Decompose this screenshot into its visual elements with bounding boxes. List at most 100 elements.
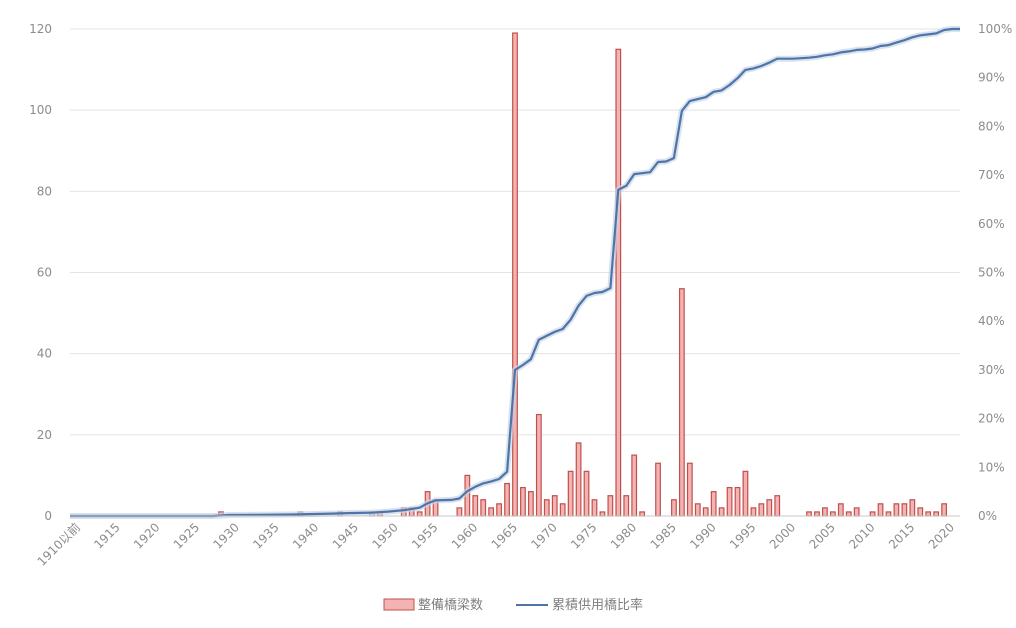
bar xyxy=(512,32,518,517)
bar xyxy=(655,462,661,517)
bar xyxy=(933,511,940,517)
x-tick-label: 1950 xyxy=(369,520,400,551)
bar xyxy=(671,499,677,517)
x-tick-label: 1925 xyxy=(171,520,202,551)
x-tick-label: 2005 xyxy=(806,520,837,551)
bar xyxy=(527,491,534,517)
y-right-tick-label: 40% xyxy=(978,314,1005,328)
x-tick-label: 1915 xyxy=(91,520,122,551)
bar xyxy=(837,503,844,517)
legend-bar-label: 整備橋梁数 xyxy=(418,597,483,613)
bar xyxy=(718,507,725,517)
x-tick-label: 1945 xyxy=(330,520,361,551)
y-left-tick-label: 20 xyxy=(37,428,52,442)
x-tick-label: 1940 xyxy=(290,520,321,551)
bar xyxy=(869,511,876,517)
bar-series xyxy=(218,32,948,517)
y-left-tick-label: 100 xyxy=(29,103,52,117)
bar xyxy=(678,288,685,517)
bar xyxy=(742,470,749,517)
bar xyxy=(520,486,526,517)
bar xyxy=(726,486,733,517)
bar xyxy=(686,462,693,517)
x-tick-label: 1920 xyxy=(131,520,162,551)
bar xyxy=(774,495,781,517)
bar xyxy=(599,511,606,517)
y-right-tick-label: 0% xyxy=(978,509,997,523)
bar xyxy=(702,507,709,517)
legend-bar-swatch xyxy=(383,598,415,611)
y-right-tick-label: 50% xyxy=(978,266,1005,280)
bar xyxy=(750,507,757,517)
bar xyxy=(535,413,542,517)
bar xyxy=(607,495,614,517)
bar xyxy=(488,507,495,517)
y-right-tick-label: 10% xyxy=(978,460,1005,474)
bar xyxy=(472,495,479,517)
x-tick-label: 1910以前 xyxy=(34,520,83,569)
y-left-tick-label: 80 xyxy=(37,184,52,198)
bar xyxy=(567,470,574,517)
x-tick-label: 1995 xyxy=(727,520,758,551)
y-right-tick-label: 100% xyxy=(978,22,1012,36)
bar xyxy=(575,442,582,517)
cumulative-line xyxy=(70,27,960,518)
bar xyxy=(925,511,932,517)
x-tick-label: 2015 xyxy=(886,520,917,551)
bar xyxy=(591,499,598,517)
bar xyxy=(623,495,630,517)
bar xyxy=(766,499,773,517)
bar xyxy=(583,470,590,517)
x-tick-label: 1935 xyxy=(250,520,281,551)
x-tick-label: 1970 xyxy=(528,520,559,551)
bar xyxy=(893,503,900,517)
y-left-tick-label: 40 xyxy=(37,347,52,361)
y-right-tick-label: 60% xyxy=(978,217,1005,231)
bar xyxy=(909,499,916,517)
bar xyxy=(694,503,701,517)
x-tick-label: 1980 xyxy=(608,520,639,551)
y-left-tick-label: 60 xyxy=(37,266,52,280)
bar xyxy=(480,499,487,517)
bar xyxy=(496,503,503,517)
bar xyxy=(615,48,622,517)
bar xyxy=(639,511,646,517)
legend-line-label: 累積供用橋比率 xyxy=(552,597,643,613)
y-left-tick-label: 0 xyxy=(44,509,52,523)
y-right-tick-label: 20% xyxy=(978,412,1005,426)
x-tick-label: 1930 xyxy=(210,520,241,551)
x-tick-label: 2010 xyxy=(846,520,877,551)
x-tick-label: 1955 xyxy=(409,520,440,551)
bar xyxy=(710,491,717,517)
bar xyxy=(845,511,852,517)
bar xyxy=(456,507,463,517)
y-right-tick-label: 90% xyxy=(978,71,1005,85)
bar xyxy=(551,495,558,517)
x-tick-label: 1990 xyxy=(687,520,718,551)
bar xyxy=(853,507,860,517)
x-tick-label: 1985 xyxy=(648,520,679,551)
bar xyxy=(941,503,948,517)
bar xyxy=(917,507,924,517)
line-series xyxy=(70,26,960,519)
axes: 0 20 40 60 80 100 120 0% 10% 20% 30% 40% 50% 60% 70% 80… xyxy=(29,22,1012,569)
bar xyxy=(829,511,836,517)
bar xyxy=(734,486,741,517)
bar xyxy=(901,503,908,517)
bar xyxy=(543,499,550,517)
x-tick-label: 2000 xyxy=(767,520,798,551)
bar xyxy=(758,503,765,517)
x-tick-label: 1975 xyxy=(568,520,599,551)
bar xyxy=(416,511,423,517)
x-tick-label: 1960 xyxy=(449,520,480,551)
y-left-tick-label: 120 xyxy=(29,22,52,36)
bar xyxy=(877,503,884,517)
bar xyxy=(504,482,510,517)
bar xyxy=(631,454,638,517)
bar xyxy=(559,503,566,517)
bar xyxy=(806,511,812,517)
legend: 整備橋梁数 累積供用橋比率 xyxy=(383,597,643,613)
x-tick-label: 1965 xyxy=(489,520,520,551)
